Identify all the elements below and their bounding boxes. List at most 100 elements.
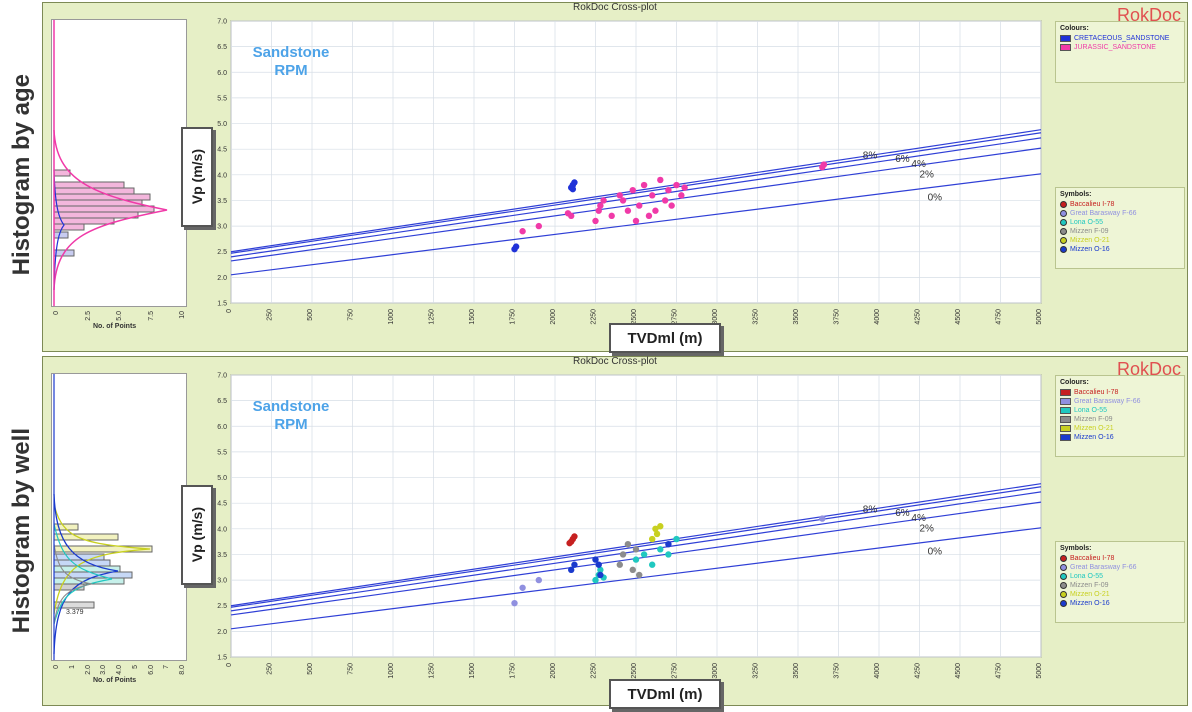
legend-title: Colours: [1060,379,1089,386]
data-point [632,556,640,563]
y-tick-label: 1.5 [217,301,227,308]
legend-item[interactable]: Lona O-55 [1056,572,1184,581]
legend-item[interactable]: Mizzen O-21 [1056,236,1184,245]
x-tick-label: 1500 [469,663,476,679]
data-point [640,551,648,558]
x-tick-label: 4000 [874,309,881,325]
data-point [619,551,627,558]
x-tick-label: 4250 [915,663,922,679]
legend-label: Lona O-55 [1074,407,1108,414]
colour-swatch [1060,35,1071,42]
x-tick-label: 4500 [955,309,962,325]
histogram-well[interactable]: 3.379 [51,373,187,661]
data-point [571,561,578,568]
y-tick-label: 2.0 [217,275,227,282]
legend-label: Mizzen O-21 [1074,425,1114,432]
legend-colours: Colours: Baccalieu I-78 Great Barasway F-6… [1055,375,1185,457]
legend-item[interactable]: Baccalieu I-78 [1056,200,1184,209]
hist-x-tick: 0 [53,665,60,669]
data-point [600,197,607,204]
legend-item[interactable]: Mizzen F-09 [1056,581,1184,590]
data-point [571,533,578,540]
legend-item[interactable]: JURASSIC_SANDSTONE [1056,43,1184,52]
y-tick-label: 2.5 [217,603,227,610]
legend-item[interactable]: Baccalieu I-78 [1056,388,1184,397]
x-tick-label: 3500 [793,309,800,325]
legend-item[interactable]: Mizzen O-21 [1056,424,1184,433]
legend-item[interactable]: Great Barasway F-66 [1056,563,1184,572]
x-tick-label: 4250 [915,309,922,325]
legend-item[interactable]: Mizzen O-16 [1056,245,1184,254]
pdf-curve-f09 [53,543,93,625]
histogram-well-svg: 3.379 [53,374,153,660]
symbol-marker [1060,246,1067,253]
legend-label: Mizzen O-21 [1070,237,1110,244]
hist-x-tick: 6.0 [147,665,155,675]
symbol-marker [1060,237,1067,244]
data-point [535,222,542,230]
data-point [616,561,623,568]
hist-bars [53,169,155,257]
hist-x-tick: 1 [68,665,76,669]
legend-item[interactable]: Mizzen O-16 [1056,599,1184,608]
rpm-line-label: 0% [928,192,943,203]
rpm-line [230,483,1042,607]
data-point [652,207,659,214]
legend-item[interactable]: CRETACEOUS_SANDSTONE [1056,34,1184,43]
symbol-marker [1060,219,1067,226]
data-point [678,192,685,199]
legend-label: CRETACEOUS_SANDSTONE [1074,35,1170,42]
legend-item[interactable]: Mizzen F-09 [1056,227,1184,236]
y-tick-label: 7.0 [217,373,227,380]
data-point [571,179,578,186]
hist-x-tick: 2.0 [84,665,92,675]
legend-item[interactable]: Mizzen O-21 [1056,590,1184,599]
legend-item[interactable]: Lona O-55 [1056,218,1184,227]
legend-item[interactable]: Baccalieu I-78 [1056,554,1184,563]
x-tick-label: 500 [307,309,314,321]
symbol-marker [1060,228,1067,235]
data-point [597,202,604,209]
data-point [649,535,656,543]
legend-item[interactable]: Mizzen O-16 [1056,433,1184,442]
x-tick-label: 1750 [510,309,517,325]
crossplot-age[interactable]: 1.5 2.0 2.5 3.0 3.5 4.0 4.5 5.0 5.5 6.0 6.5 7.0 0 250… [185,3,1045,353]
data-point [519,584,526,591]
crossplot-well[interactable]: 1.5 2.0 2.5 3.0 3.5 4.0 4.5 5.0 5.5 6.0 6.5 7.0 0 250… [185,357,1045,707]
legend-colours: Colours: CRETACEOUS_SANDSTONE JURASSIC_SAN… [1055,21,1185,83]
x-tick-label: 2750 [672,663,679,679]
legend-item[interactable]: Great Barasway F-66 [1056,397,1184,406]
data-point [820,161,828,168]
y-tick-label: 1.5 [217,655,227,662]
data-point [632,217,640,225]
x-tick-label: 2000 [550,663,557,679]
x-tick-label: 3250 [753,663,760,679]
data-point [568,212,575,220]
y-tick-label: 2.5 [217,249,227,256]
x-tick-label: 250 [267,663,274,675]
histogram-age[interactable] [51,19,187,307]
legend-label: Lona O-55 [1070,219,1104,226]
legend-item[interactable]: Mizzen F-09 [1056,415,1184,424]
rpm-line-label: 0% [928,546,943,557]
x-tick-label: 5000 [1036,309,1043,325]
y-tick-label: 3.0 [217,224,227,231]
x-tick-label: 5000 [1036,663,1043,679]
data-point [681,184,688,191]
y-axis-title: Vp (m/s) [181,127,213,227]
y-tick-label: 6.0 [217,70,227,77]
x-tick-label: 1000 [388,663,395,679]
hist-x-tick: 2.5 [84,311,92,321]
data-point [665,541,672,548]
legend-title: Symbols: [1060,545,1092,552]
legend-item[interactable]: Lona O-55 [1056,406,1184,415]
data-point [636,571,643,579]
data-point [649,192,656,199]
legend-label: Baccalieu I-78 [1074,389,1119,396]
data-point [592,217,599,225]
data-point [649,561,656,568]
legend-item[interactable]: Great Barasway F-66 [1056,209,1184,218]
data-point [645,212,653,220]
data-point [592,556,599,563]
rpm-annotation: Sandstone [253,44,330,61]
